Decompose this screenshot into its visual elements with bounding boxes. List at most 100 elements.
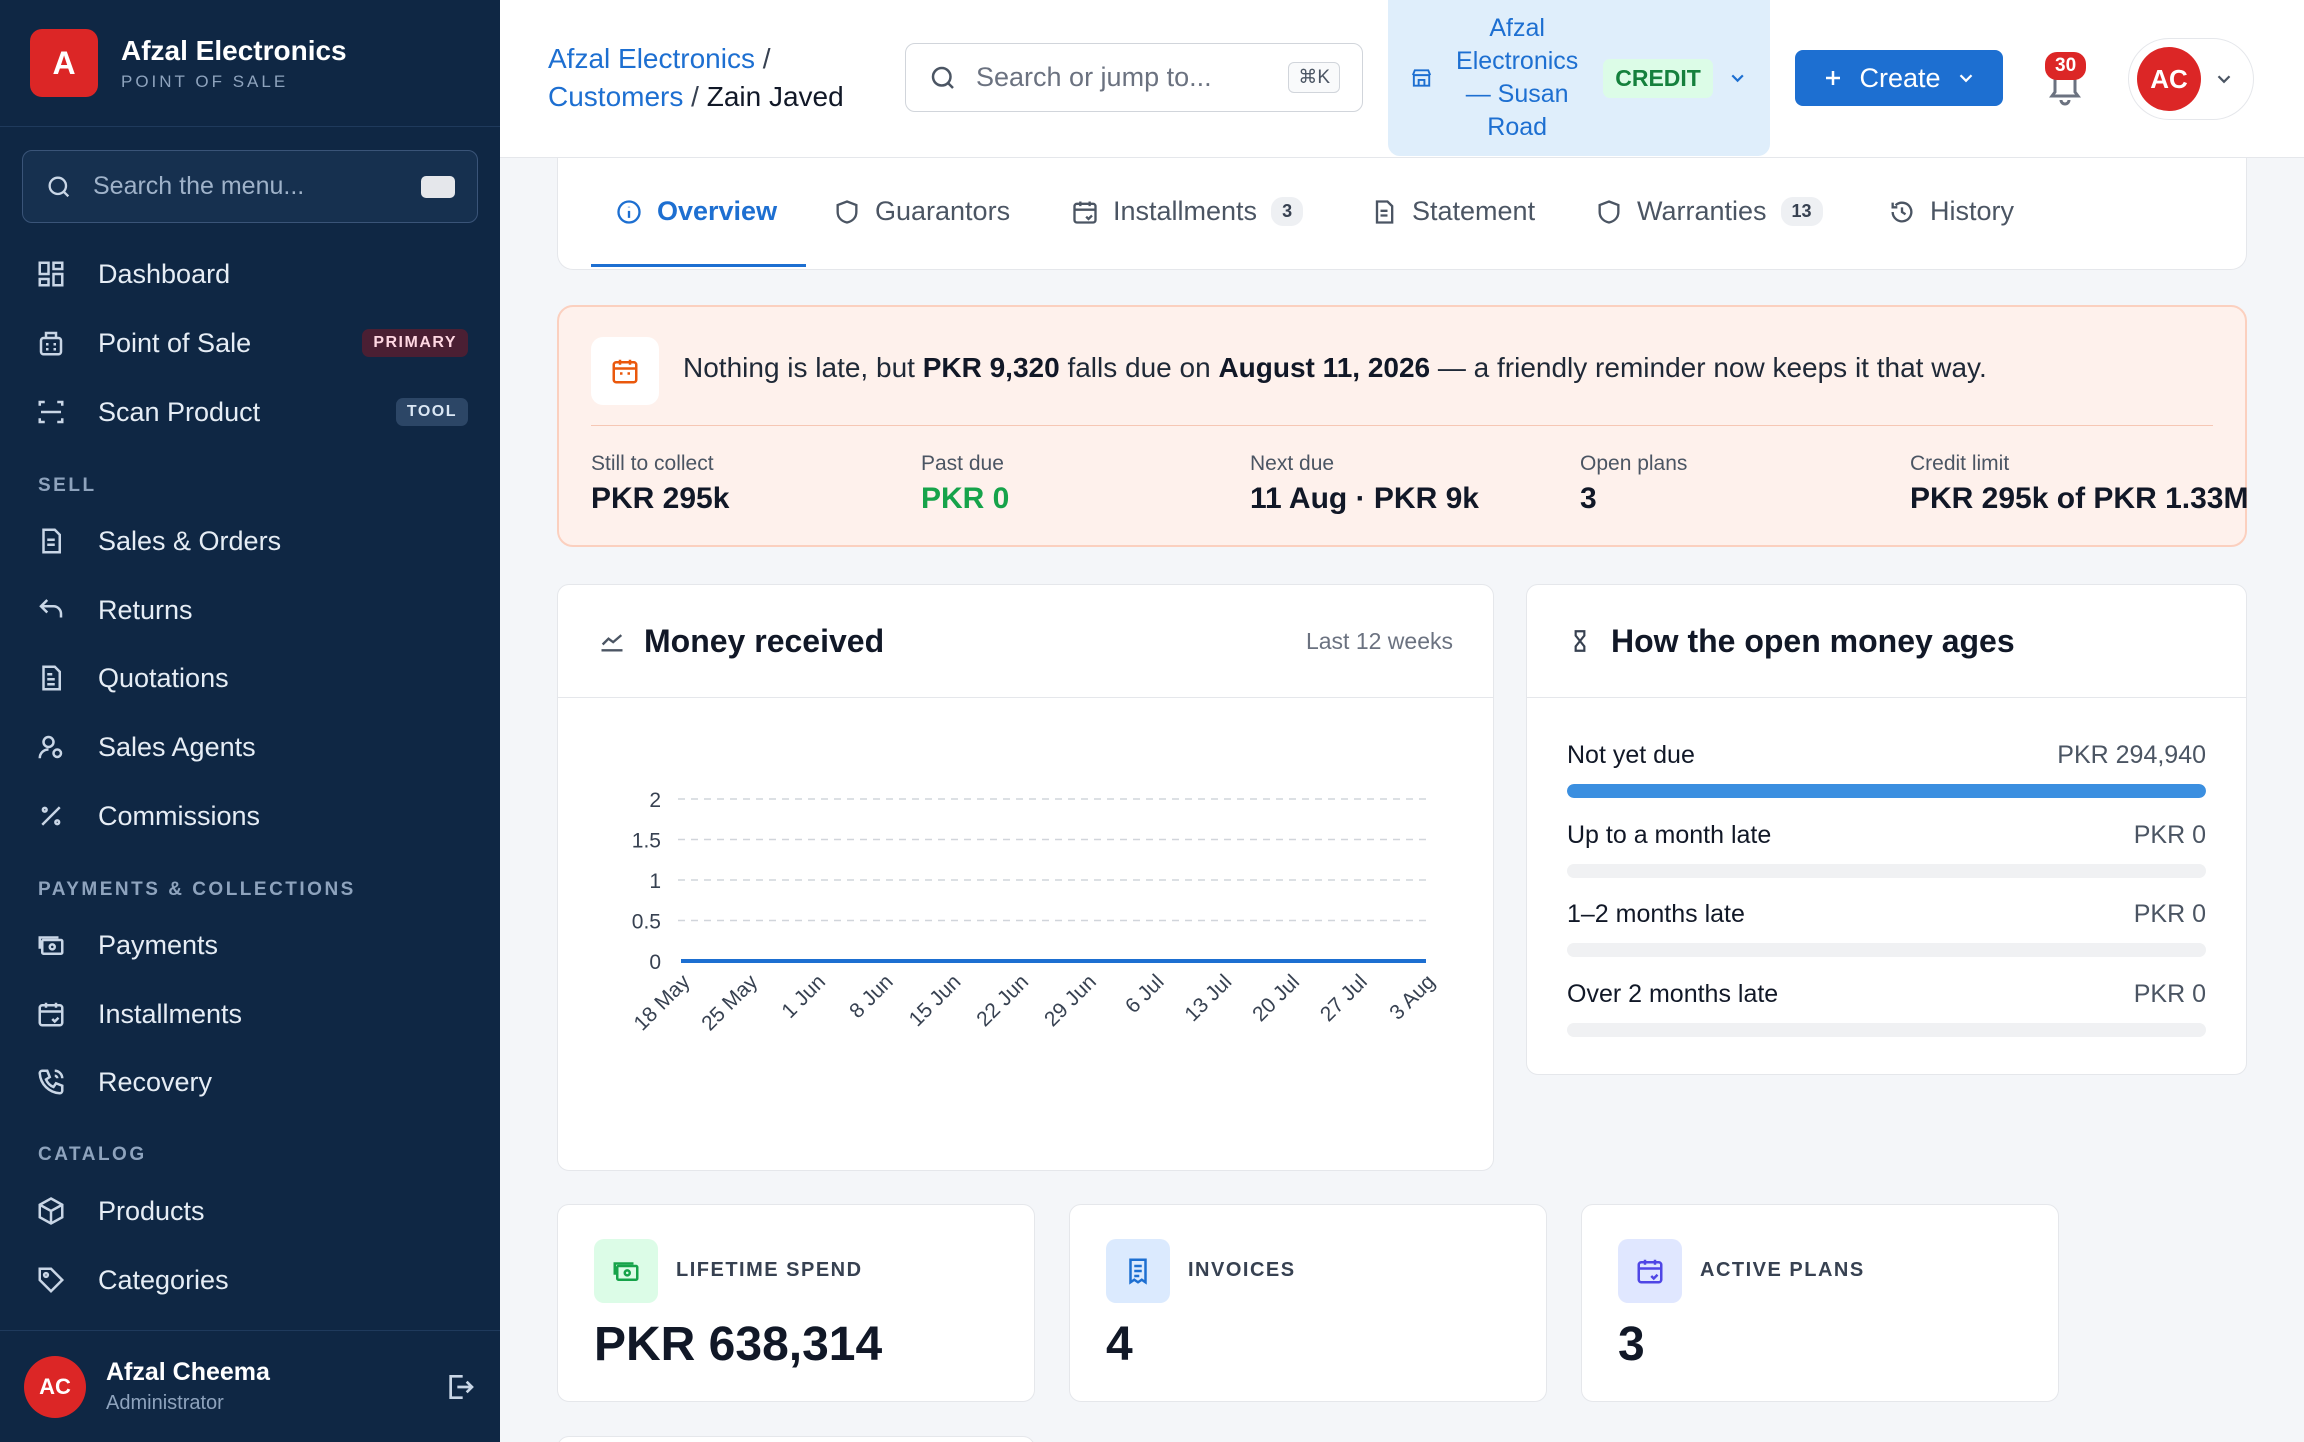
card-range-note: Last 12 weeks [1305,627,1453,654]
stat-value: PKR 0 [921,482,1010,515]
tab-installments[interactable]: Installments 3 [1071,196,1304,227]
history-icon [1891,201,1913,223]
kpi-card-invoices[interactable]: INVOICES 4 [1069,1204,1547,1402]
kpi-label: INVOICES [1188,1259,1296,1281]
shortcut-key-icon [421,175,455,198]
customer-tabs: Overview Guarantors Installments 3 State… [557,158,2247,270]
kpi-label: ACTIVE PLANS [1700,1259,1865,1281]
alert-text: — a friendly reminder now keeps it that … [1430,352,1987,383]
sidebar-item-sales-orders[interactable]: Sales & Orders [36,517,468,565]
sidebar-item-dashboard[interactable]: Dashboard [36,250,468,298]
tab-guarantors[interactable]: Guarantors [833,196,1010,227]
sidebar-item-returns[interactable]: Returns [36,586,468,634]
aging-row-header: 1–2 months late PKR 0 [1567,900,2206,929]
cash-icon [38,936,64,955]
section-sell: SELL [38,475,97,496]
info-icon [617,199,641,224]
sidebar-item-label: Scan Product [98,396,261,427]
aging-card: How the open money ages Not yet due PKR … [1526,584,2247,1075]
search-shortcut: ⌘K [1288,62,1340,93]
active-tab-indicator [591,264,806,267]
kpi-label: LIFETIME SPEND [676,1259,863,1281]
x-tick-label: 18 May [630,970,695,1035]
primary-badge: PRIMARY [362,329,468,357]
money-received-card: Money received Last 12 weeks 0 0.5 1 1.5 2 18… [557,584,1494,1171]
sidebar-item-point-of-sale[interactable]: Point of Sale PRIMARY [36,319,468,367]
sidebar-search-placeholder: Search the menu... [93,172,305,200]
aging-label: Up to a month late [1567,821,1772,849]
global-search-placeholder: Search or jump to... [976,62,1212,92]
sidebar-item-commissions[interactable]: Commissions [36,792,468,840]
sidebar-item-products[interactable]: Products [36,1187,468,1235]
aging-bar [1567,864,2206,878]
logout-icon[interactable] [444,1371,476,1403]
tag-icon [38,1267,65,1294]
card-title: How the open money ages [1611,622,2015,659]
sidebar-item-label: Categories [98,1264,229,1295]
document-icon [42,528,61,554]
alert-date: August 11, 2026 [1218,352,1431,383]
tab-history[interactable]: History [1888,196,2014,227]
x-tick-label: 25 May [697,970,762,1035]
next-card [557,1436,1035,1442]
sidebar-search-input[interactable]: Search the menu... [22,150,478,223]
stat-value: 11 Aug · PKR 9k [1250,482,1479,515]
avatar: AC [2137,47,2201,111]
sidebar-item-label: Payments [98,929,219,960]
x-tick-label: 29 Jun [1040,970,1101,1031]
kpi-card-active-plans[interactable]: ACTIVE PLANS 3 [1581,1204,2059,1402]
search-icon [931,66,954,89]
calendar-repeat-icon [38,1002,64,1027]
stat-value: 3 [1580,482,1597,515]
tab-label: Warranties [1637,196,1767,226]
sidebar-item-scan-product[interactable]: Scan Product TOOL [36,388,468,436]
document-icon [1375,199,1394,224]
kpi-value: 4 [1106,1318,1133,1371]
kpi-card-lifetime-spend[interactable]: LIFETIME SPEND PKR 638,314 [557,1204,1035,1402]
account-menu[interactable]: AC [2128,38,2254,120]
aging-row: Over 2 months late PKR 0 [1567,980,2206,1037]
x-tick-label: 27 Jul [1316,970,1372,1026]
aging-value: PKR 0 [2133,821,2206,849]
x-tick-label: 6 Jul [1121,970,1169,1018]
y-tick-label: 2 [649,789,661,812]
avatar[interactable]: AC [24,1355,86,1418]
x-tick-label: 3 Aug [1385,970,1439,1024]
stat-label: Open plans [1580,452,1688,475]
x-tick-label: 1 Jun [777,970,830,1023]
global-search-input[interactable]: Search or jump to... ⌘K [905,43,1363,112]
user-role: Administrator [106,1392,224,1414]
sidebar-item-recovery[interactable]: Recovery [36,1058,468,1106]
sidebar-item-quotations[interactable]: Quotations [36,654,468,702]
store-name: Afzal Electronics — Susan Road [1456,14,1579,141]
tab-warranties[interactable]: Warranties 13 [1595,196,1823,227]
breadcrumb-current: Zain Javed [706,81,844,112]
brand[interactable]: A Afzal Electronics POINT OF SALE [0,0,500,127]
tab-statement[interactable]: Statement [1370,196,1535,227]
aging-row-header: Up to a month late PKR 0 [1567,821,2206,850]
create-button[interactable]: Create [1795,50,2003,106]
kpi-value: PKR 638,314 [594,1318,883,1371]
alert-text: falls due on [1059,352,1219,383]
topbar: Afzal Electronics / Customers / Zain Jav… [500,0,2304,158]
calendar-repeat-icon [1073,201,1097,224]
plus-icon [1826,71,1841,85]
aging-label: 1–2 months late [1567,900,1745,928]
stat-value: PKR 295k [591,482,730,515]
sidebar-item-installments[interactable]: Installments [36,990,468,1038]
register-icon [39,331,63,356]
stat-value: PKR 295k of PKR 1.33M [1910,482,2249,515]
kpi-value: 3 [1618,1318,1645,1371]
sidebar-item-label: Quotations [98,662,229,693]
tab-label: Overview [657,196,778,226]
breadcrumb-root-link[interactable]: Afzal Electronics [548,43,755,74]
store-selector[interactable]: Afzal Electronics — Susan Road CREDIT [1388,0,1770,156]
sidebar-item-payments[interactable]: Payments [36,921,468,969]
sidebar-item-categories[interactable]: Categories [36,1256,468,1304]
tab-overview[interactable]: Overview [615,196,777,227]
aging-row-header: Not yet due PKR 294,940 [1567,741,2206,770]
aging-bar [1567,943,2206,957]
sidebar-item-sales-agents[interactable]: Sales Agents [36,723,468,771]
breadcrumb-customers-link[interactable]: Customers [548,81,684,112]
y-tick-label: 1.5 [632,830,661,853]
